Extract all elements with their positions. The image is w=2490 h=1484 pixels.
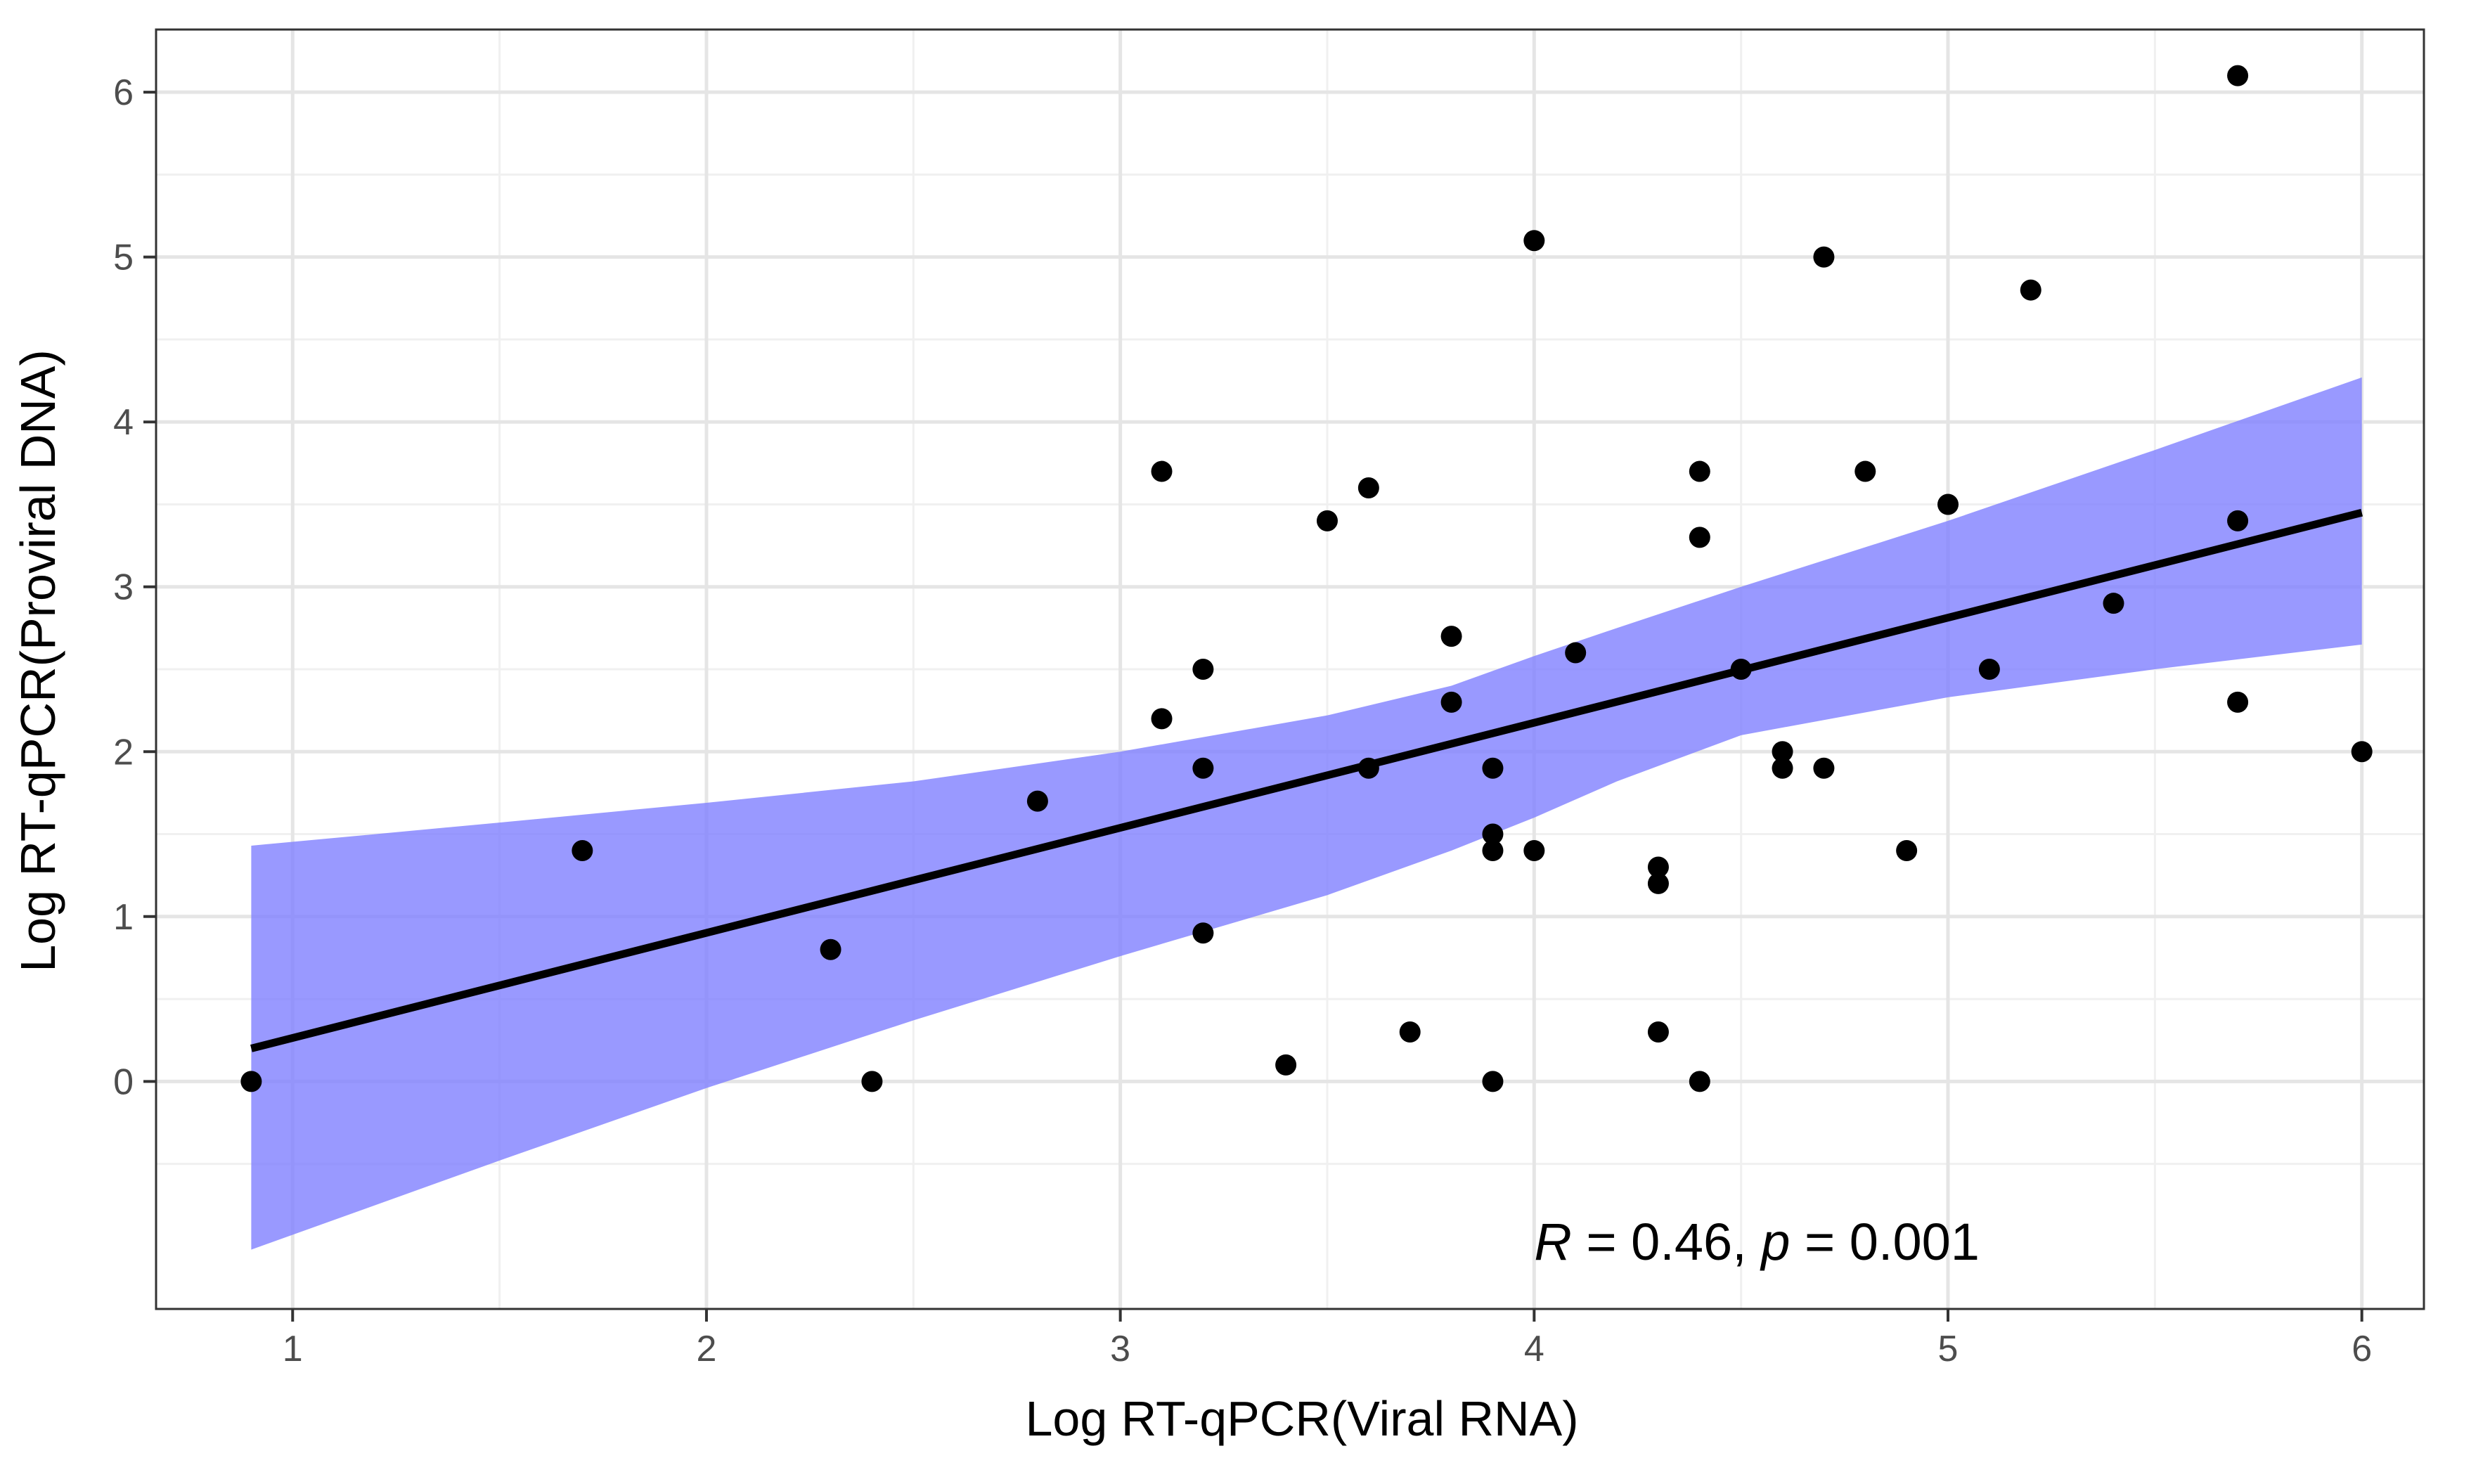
x-tick-label: 4 [1524, 1329, 1544, 1369]
data-point [1813, 757, 1835, 779]
data-point [2227, 65, 2249, 86]
data-point [1854, 460, 1876, 482]
data-point [240, 1071, 262, 1092]
data-point [1357, 757, 1379, 779]
data-point [2227, 510, 2249, 531]
data-point [1440, 626, 1462, 647]
y-tick-label: 2 [113, 732, 134, 773]
confidence-band [251, 377, 2362, 1250]
data-point [2351, 741, 2373, 763]
y-axis-title: Log RT-qPCR(Proviral DNA) [11, 349, 65, 972]
data-point [1192, 757, 1214, 779]
data-point [1978, 659, 2000, 680]
regression-line [250, 508, 2363, 1052]
data-point [1647, 856, 1669, 878]
data-point [1523, 839, 1545, 861]
data-points [240, 65, 2373, 1092]
data-point [1896, 839, 1918, 861]
data-point [1482, 757, 1504, 779]
annotation-r-label: R [1534, 1213, 1571, 1271]
annotation-p-value: = 0.001 [1790, 1213, 1980, 1271]
data-point [1482, 1071, 1504, 1092]
correlation-annotation: R = 0.46, p = 0.001 [1534, 1213, 1980, 1271]
x-tick-label: 1 [283, 1329, 303, 1369]
x-tick-label: 6 [2352, 1329, 2372, 1369]
data-point [1772, 741, 1793, 763]
data-point [1275, 1054, 1297, 1076]
data-point [1565, 642, 1587, 664]
y-tick-label: 4 [113, 402, 134, 443]
confidence-band-layer [251, 377, 2362, 1250]
data-point [1192, 659, 1214, 680]
y-tick-label: 0 [113, 1062, 134, 1102]
regression-line-layer [250, 508, 2363, 1052]
y-axis-ticks: 0 1 2 3 4 5 6 [113, 72, 156, 1102]
data-point [1730, 659, 1752, 680]
annotation-r-value: = 0.46, [1572, 1213, 1761, 1271]
data-point [1523, 230, 1545, 252]
data-point [820, 938, 841, 960]
annotation-p-label: p [1760, 1213, 1790, 1271]
data-point [1151, 460, 1173, 482]
data-point [1440, 691, 1462, 713]
data-point [1482, 839, 1504, 861]
data-point [1937, 493, 1959, 515]
y-tick-label: 3 [113, 567, 134, 608]
data-point [2227, 691, 2249, 713]
data-point [2103, 593, 2124, 614]
data-point [1647, 1021, 1669, 1043]
data-point [1813, 246, 1835, 268]
data-point [1689, 527, 1710, 548]
data-point [861, 1071, 883, 1092]
data-point [1357, 477, 1379, 499]
data-point [2020, 279, 2041, 301]
data-point [1399, 1021, 1421, 1043]
major-gridlines [156, 30, 2424, 1309]
data-point [1151, 708, 1173, 730]
x-tick-label: 3 [1110, 1329, 1130, 1369]
data-point [572, 839, 593, 861]
data-point [1316, 510, 1338, 531]
y-tick-label: 1 [113, 897, 134, 938]
x-axis-ticks: 1 2 3 4 5 6 [283, 1309, 2372, 1369]
x-tick-label: 2 [696, 1329, 716, 1369]
data-point [1192, 922, 1214, 944]
data-point [1772, 757, 1793, 779]
y-tick-label: 6 [113, 72, 134, 113]
data-point [1689, 1071, 1710, 1092]
data-point [1689, 460, 1710, 482]
data-point [1482, 823, 1504, 845]
y-tick-label: 5 [113, 238, 134, 278]
x-axis-title: Log RT-qPCR(Viral RNA) [1025, 1391, 1578, 1446]
data-point [1647, 872, 1669, 894]
panel-border [155, 28, 2425, 1310]
x-tick-label: 5 [1938, 1329, 1959, 1369]
data-point [1026, 790, 1048, 812]
